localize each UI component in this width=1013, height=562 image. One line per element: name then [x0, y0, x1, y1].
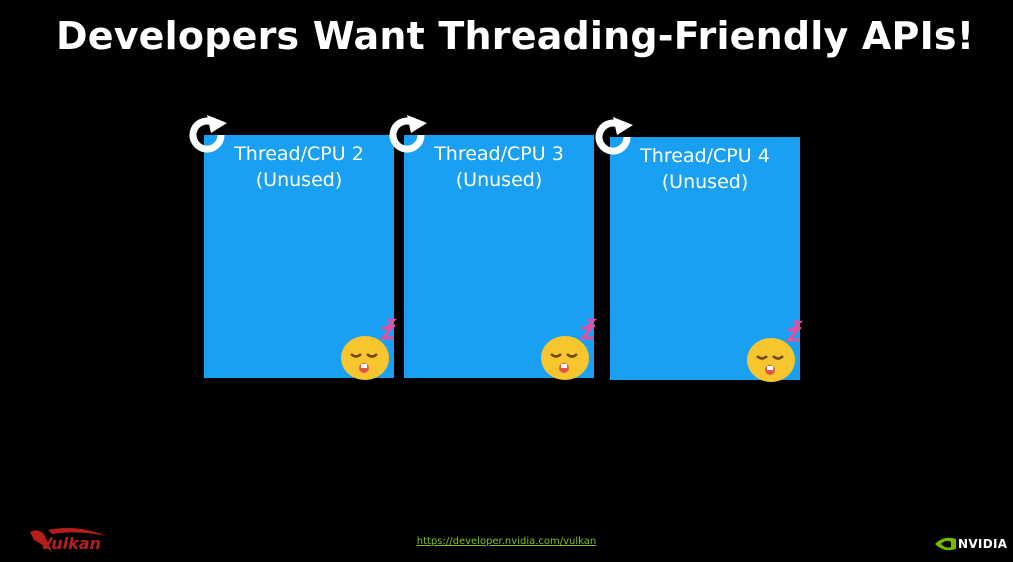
thread-box-cpu-3: Thread/CPU 3 (Unused) [404, 135, 594, 378]
refresh-icon [595, 117, 633, 155]
thread-status: (Unused) [255, 169, 343, 191]
footer-link[interactable]: https://developer.nvidia.com/vulkan [416, 536, 597, 547]
nvidia-logo-text: NVIDIA [958, 537, 1008, 551]
refresh-icon [389, 115, 427, 153]
thread-label: Thread/CPU 3 (Unused) [404, 141, 594, 193]
thread-status: (Unused) [455, 169, 543, 191]
sleeping-face-icon [341, 318, 398, 380]
thread-box-cpu-2: Thread/CPU 2 (Unused) [204, 135, 394, 378]
slide-title: Developers Want Threading-Friendly APIs! [56, 14, 975, 58]
thread-name: Thread/CPU 3 [434, 143, 564, 165]
vulkan-logo-icon [30, 528, 106, 552]
sleeping-face-icon [747, 320, 804, 382]
nvidia-eye-icon [935, 537, 956, 551]
thread-name: Thread/CPU 4 [640, 145, 770, 167]
thread-label: Thread/CPU 4 (Unused) [610, 143, 800, 195]
refresh-icon [189, 115, 227, 153]
sleeping-face-icon [541, 318, 598, 380]
vulkan-logo-text: Vulkan [40, 534, 101, 553]
thread-label: Thread/CPU 2 (Unused) [204, 141, 394, 193]
thread-name: Thread/CPU 2 [234, 143, 364, 165]
thread-status: (Unused) [661, 171, 749, 193]
footer-url: https://developer.nvidia.com/vulkan [0, 536, 1013, 547]
